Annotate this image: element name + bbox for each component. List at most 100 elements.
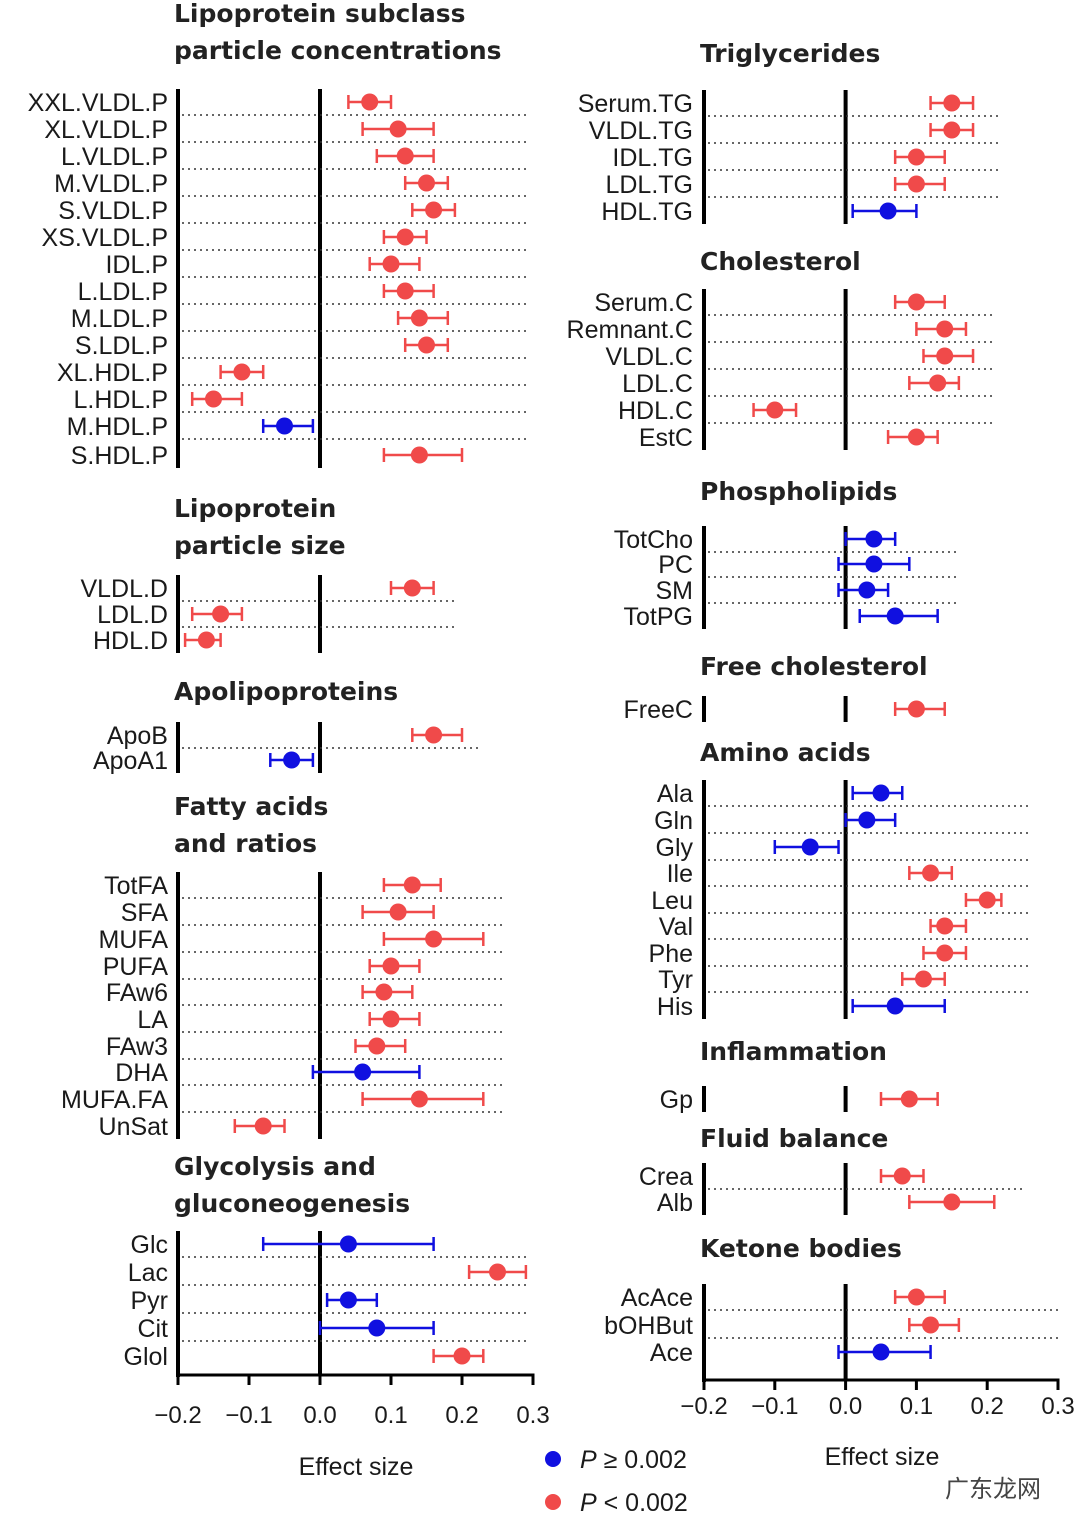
point-estimate bbox=[233, 363, 251, 381]
row-label: His bbox=[657, 993, 693, 1021]
row-label: Cit bbox=[137, 1315, 168, 1343]
row-label: S.LDL.P bbox=[75, 332, 168, 360]
x-tick-label: 0.0 bbox=[303, 1402, 336, 1429]
point-estimate bbox=[368, 1037, 386, 1055]
row-label: PC bbox=[658, 551, 693, 579]
row-label: SFA bbox=[121, 899, 169, 927]
row-label: Gly bbox=[656, 834, 694, 862]
panel-title: Amino acids bbox=[700, 738, 871, 767]
row-label: VLDL.C bbox=[605, 343, 693, 371]
row-label: ApoB bbox=[107, 722, 168, 750]
point-estimate bbox=[922, 864, 940, 882]
point-estimate bbox=[354, 1063, 372, 1081]
point-estimate bbox=[197, 631, 215, 649]
point-estimate bbox=[382, 1010, 400, 1028]
panel-title: Phospholipids bbox=[700, 477, 897, 506]
point-estimate bbox=[410, 446, 428, 464]
row-label: LA bbox=[137, 1006, 168, 1034]
row-label: XL.VLDL.P bbox=[44, 116, 168, 144]
row-label: bOHBut bbox=[604, 1312, 693, 1340]
point-estimate bbox=[907, 700, 925, 718]
point-estimate bbox=[375, 983, 393, 1001]
point-estimate bbox=[893, 1167, 911, 1185]
row-label: HDL.D bbox=[93, 627, 168, 655]
x-tick-label: 0.1 bbox=[374, 1402, 407, 1429]
row-label: FreeC bbox=[624, 696, 693, 724]
panel-title: Glycolysis and bbox=[174, 1152, 376, 1181]
row-label: Ace bbox=[650, 1339, 693, 1367]
point-estimate bbox=[922, 1316, 940, 1334]
row-label: EstC bbox=[639, 424, 693, 452]
point-estimate bbox=[907, 428, 925, 446]
point-estimate bbox=[489, 1263, 506, 1281]
point-estimate bbox=[205, 390, 222, 408]
legend-threshold: < 0.002 bbox=[597, 1489, 688, 1515]
x-axis: −0.2 −0.1 0.0 0.1 0.2 0.3 Effect size bbox=[680, 1365, 1075, 1471]
point-estimate bbox=[254, 1117, 272, 1135]
point-estimate bbox=[382, 255, 400, 273]
x-axis-title: Effect size bbox=[299, 1453, 414, 1481]
row-label: S.VLDL.P bbox=[58, 197, 168, 225]
x-tick-label: −0.2 bbox=[154, 1402, 201, 1429]
panel-title: Lipoprotein bbox=[174, 494, 336, 523]
x-tick-label: 0.2 bbox=[445, 1402, 478, 1429]
row-label: Tyr bbox=[658, 966, 693, 994]
panel-title: Lipoprotein subclass bbox=[174, 0, 466, 28]
point-estimate bbox=[361, 93, 379, 111]
legend-label-not-significant: P ≥ 0.002 bbox=[580, 1446, 687, 1474]
point-estimate bbox=[276, 417, 293, 435]
panel-title: particle size bbox=[174, 531, 346, 560]
point-estimate bbox=[403, 876, 421, 894]
panel: CholesterolSerum.CRemnant.CVLDL.CLDL.CHD… bbox=[567, 247, 993, 452]
row-label: Lac bbox=[128, 1259, 168, 1287]
row-label: M.LDL.P bbox=[71, 305, 168, 333]
point-estimate bbox=[418, 174, 435, 192]
point-estimate bbox=[865, 530, 883, 548]
row-label: PUFA bbox=[103, 953, 169, 981]
row-label: IDL.TG bbox=[612, 144, 693, 172]
panel: Lipoprotein subclass particle concentrati… bbox=[28, 0, 528, 470]
point-estimate bbox=[425, 930, 443, 948]
point-estimate bbox=[936, 347, 954, 365]
row-label: Glol bbox=[124, 1343, 168, 1371]
point-estimate bbox=[900, 1090, 918, 1108]
point-estimate bbox=[368, 1319, 386, 1337]
point-estimate bbox=[872, 784, 890, 802]
row-label: LDL.TG bbox=[605, 171, 693, 199]
point-estimate bbox=[283, 751, 301, 769]
row-label: Leu bbox=[651, 887, 693, 915]
point-estimate bbox=[766, 401, 784, 419]
point-estimate bbox=[978, 891, 996, 909]
row-label: TotFA bbox=[104, 872, 168, 900]
right-column: TriglyceridesSerum.TGVLDL.TGIDL.TGLDL.TG… bbox=[567, 39, 1075, 1471]
legend-p-letter: P bbox=[580, 1489, 597, 1515]
row-label: Alb bbox=[657, 1189, 693, 1217]
row-label: XL.HDL.P bbox=[57, 359, 168, 387]
row-label: VLDL.TG bbox=[589, 117, 693, 145]
panel-title: Inflammation bbox=[700, 1037, 887, 1066]
point-estimate bbox=[879, 202, 897, 220]
panel-title: Triglycerides bbox=[700, 39, 880, 68]
panel-title: Ketone bodies bbox=[700, 1234, 902, 1263]
point-estimate bbox=[872, 1343, 890, 1361]
row-label: AcAce bbox=[621, 1284, 693, 1312]
row-label: L.LDL.P bbox=[78, 278, 168, 306]
x-tick-label: 0.1 bbox=[900, 1393, 933, 1420]
x-tick-label: −0.2 bbox=[680, 1393, 727, 1420]
point-estimate bbox=[858, 581, 876, 599]
x-tick-label: 0.2 bbox=[971, 1393, 1004, 1420]
panel: TriglyceridesSerum.TGVLDL.TGIDL.TGLDL.TG… bbox=[578, 39, 998, 226]
point-estimate bbox=[886, 997, 904, 1015]
row-label: Remnant.C bbox=[567, 316, 693, 344]
panel-title: Apolipoproteins bbox=[174, 677, 398, 706]
row-label: MUFA bbox=[99, 926, 169, 954]
point-estimate bbox=[943, 1193, 961, 1211]
x-tick-label: 0.3 bbox=[516, 1402, 549, 1429]
point-estimate bbox=[907, 1288, 925, 1306]
